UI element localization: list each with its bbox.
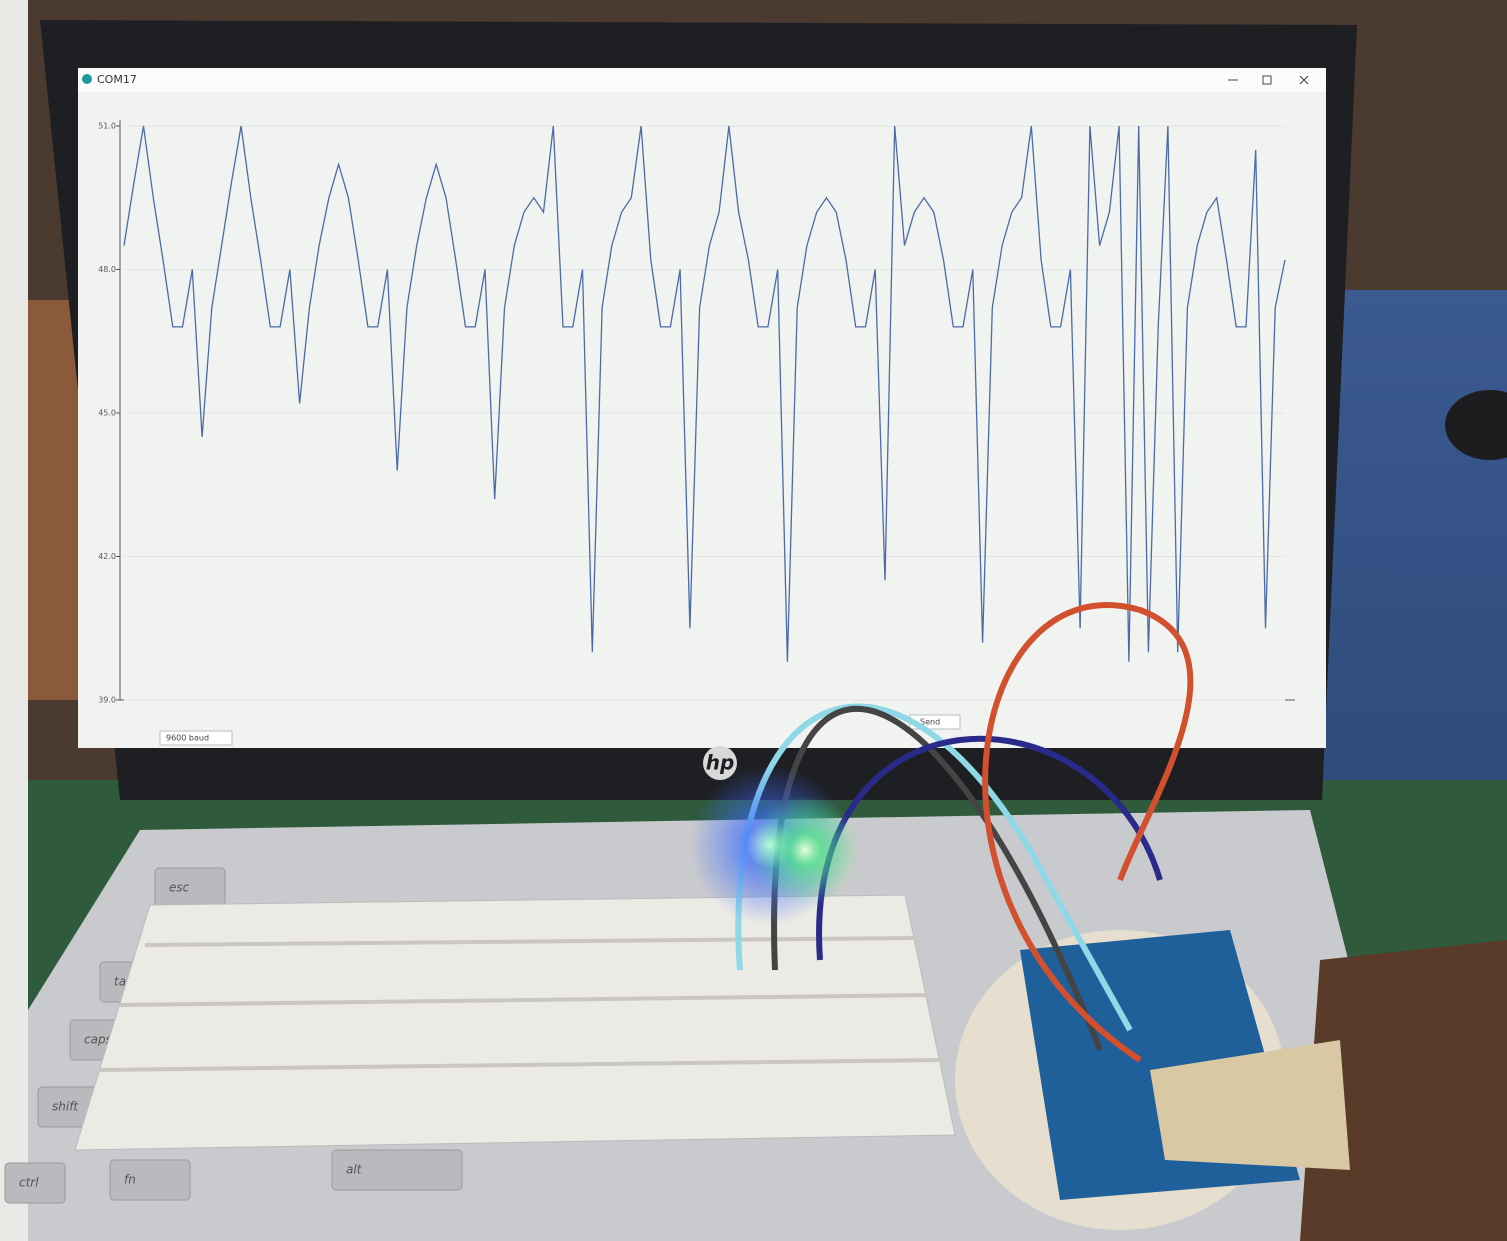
y-tick-label: 42.0: [98, 552, 116, 561]
key-label: alt: [346, 1163, 363, 1177]
y-tick-label: 51.0: [98, 122, 116, 131]
logo: hp: [706, 751, 735, 775]
key-label: ctrl: [19, 1176, 39, 1190]
y-tick-label: 45.0: [98, 409, 116, 418]
margin: [0, 0, 28, 1241]
window-title: COM17: [97, 73, 137, 86]
y-tick-label: 48.0: [98, 265, 116, 274]
photo: COM17 51.048.045.042.039.0 9600 baud Sen…: [0, 0, 1507, 1241]
y-tick-label: 39.0: [98, 696, 116, 705]
key-label: esc: [169, 881, 190, 895]
screen: [78, 68, 1326, 748]
key: [155, 868, 225, 908]
title-bar: [78, 68, 1326, 92]
app-icon: [82, 74, 92, 84]
baud-label: 9600 baud: [166, 734, 209, 743]
led-green: [750, 795, 860, 905]
breadboard: [75, 895, 955, 1150]
key-label: shift: [52, 1100, 79, 1114]
key-label: fn: [124, 1173, 136, 1187]
key: [110, 1160, 190, 1200]
